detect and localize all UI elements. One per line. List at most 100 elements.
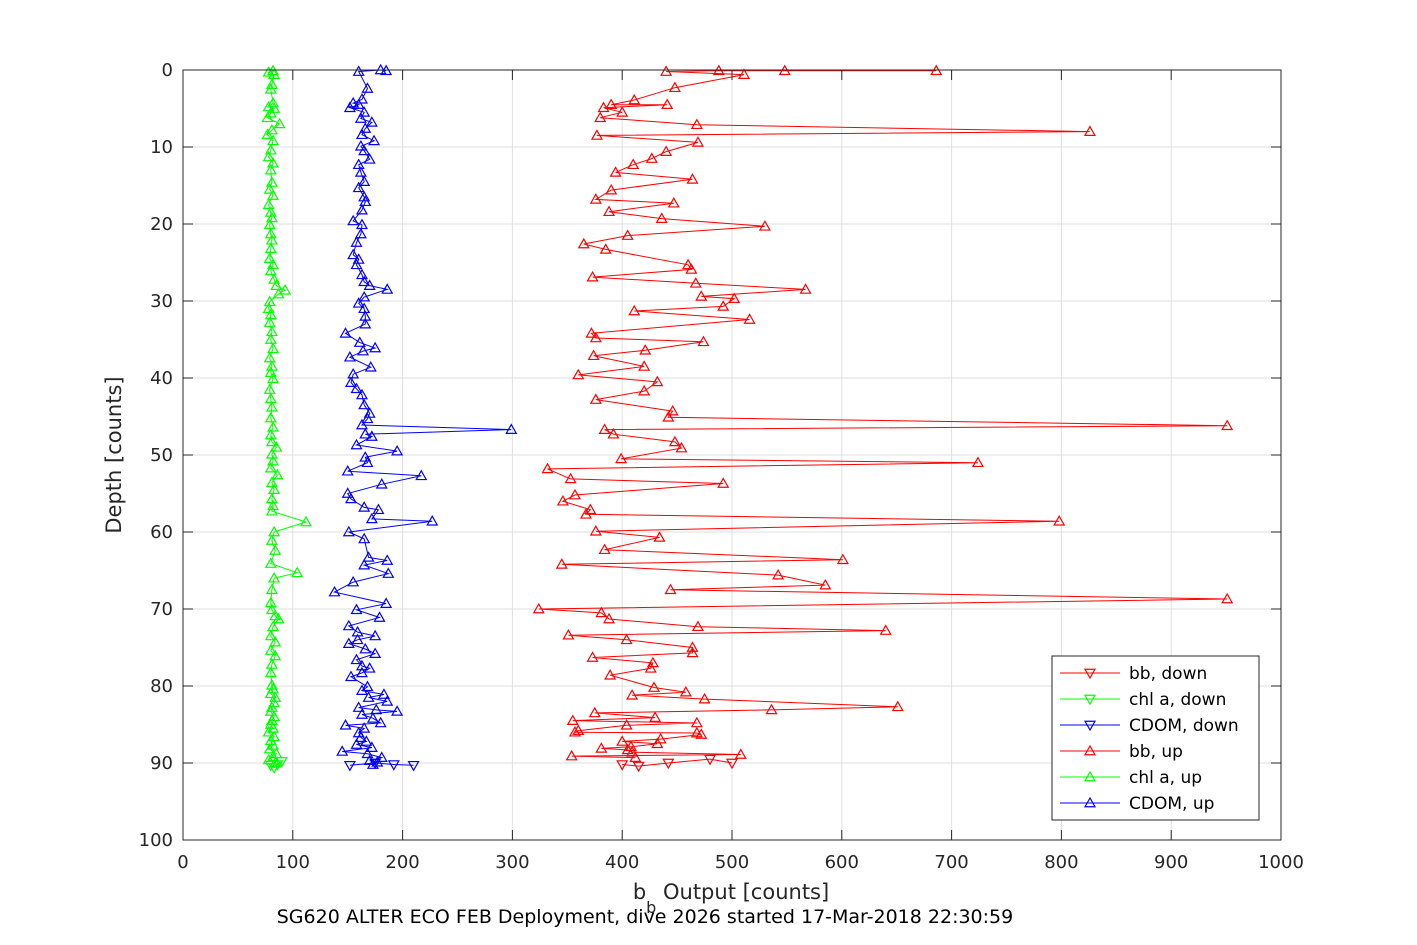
data-point — [638, 360, 651, 371]
data-point — [587, 349, 600, 361]
series-line-cdom-down — [349, 762, 414, 766]
data-point — [362, 691, 375, 702]
data-point — [695, 728, 708, 739]
data-point — [350, 236, 363, 247]
data-point — [347, 96, 360, 108]
data-point — [565, 749, 578, 761]
data-point — [668, 81, 681, 93]
data-point — [686, 173, 699, 184]
data-point — [836, 553, 849, 565]
data-point — [651, 375, 664, 387]
data-point — [375, 478, 388, 489]
x-axis-label-main: b — [633, 880, 646, 904]
y-tick-label: 0 — [162, 60, 173, 81]
data-point — [341, 464, 354, 476]
data-point — [355, 708, 369, 719]
data-point — [380, 597, 393, 608]
data-point — [358, 558, 371, 570]
data-point — [343, 351, 356, 362]
data-point — [765, 703, 778, 715]
data-point — [1221, 419, 1234, 431]
data-point — [375, 751, 388, 762]
data-point — [660, 145, 673, 156]
data-point — [353, 336, 366, 347]
data-point — [267, 372, 280, 384]
data-point — [758, 220, 771, 231]
data-point — [654, 732, 667, 744]
data-point — [354, 112, 367, 123]
data-point — [362, 551, 375, 562]
data-point — [352, 158, 365, 170]
data-point — [686, 646, 699, 658]
data-point — [358, 722, 371, 733]
data-point — [572, 368, 585, 380]
data-point — [717, 300, 730, 311]
data-point — [363, 279, 376, 290]
data-point — [299, 515, 313, 527]
data-point — [377, 688, 390, 699]
data-point — [272, 612, 285, 624]
data-point — [629, 751, 642, 762]
data-point — [355, 418, 369, 430]
data-point — [602, 612, 616, 624]
data-point — [369, 647, 382, 659]
legend-marker — [1083, 770, 1097, 782]
legend-label: CDOM, up — [1129, 794, 1214, 814]
data-point — [265, 701, 278, 712]
series-cdom-up — [328, 63, 518, 769]
x-tick-label: 200 — [385, 852, 419, 873]
data-point — [355, 93, 369, 104]
legend-box — [1051, 655, 1260, 821]
data-point — [1083, 125, 1096, 136]
data-point — [352, 701, 365, 712]
data-point — [355, 203, 369, 215]
data-point — [269, 635, 282, 647]
data-point — [667, 197, 680, 208]
data-point — [265, 123, 278, 135]
y-tick-label: 20 — [150, 214, 173, 235]
data-point — [556, 494, 569, 506]
data-point — [621, 229, 634, 240]
data-point — [265, 476, 278, 488]
x-tick-label: 300 — [495, 852, 529, 873]
data-point — [261, 111, 274, 123]
data-point — [358, 501, 371, 512]
series-bb-up — [532, 64, 1234, 762]
data-point — [819, 578, 832, 590]
data-point — [588, 706, 601, 718]
data-point — [690, 716, 703, 728]
data-point — [734, 748, 747, 759]
data-point — [541, 462, 554, 474]
y-tick-label: 100 — [139, 830, 173, 851]
data-point — [728, 292, 741, 304]
data-point — [358, 290, 371, 302]
data-point — [273, 117, 286, 129]
data-point — [358, 106, 371, 117]
data-point — [265, 679, 278, 690]
data-point — [350, 653, 363, 665]
data-point — [262, 100, 275, 112]
legend-marker — [1083, 668, 1097, 680]
data-point — [267, 750, 280, 762]
x-axis-label: bb Output [counts] — [633, 880, 829, 917]
data-point — [264, 629, 277, 641]
data-point — [620, 719, 633, 730]
data-point — [350, 738, 363, 749]
data-point — [262, 302, 275, 314]
data-point — [264, 106, 277, 118]
data-point — [616, 760, 629, 771]
axis-ticks: 0 100 200 300 400 500 600 700 800 900 100001020304… — [139, 60, 1304, 873]
data-point — [695, 290, 708, 301]
data-point — [373, 611, 386, 622]
data-point — [361, 747, 374, 759]
data-point — [426, 515, 439, 526]
data-point — [354, 731, 367, 742]
data-point — [359, 428, 372, 439]
data-point — [339, 719, 352, 730]
legend: bb, down chl a, down CDOM, down bb, up chl a… — [1051, 655, 1260, 821]
x-tick-label: 800 — [1044, 852, 1078, 873]
data-point — [598, 423, 611, 434]
data-point — [589, 193, 602, 204]
data-point — [265, 435, 278, 447]
data-point — [655, 212, 668, 223]
